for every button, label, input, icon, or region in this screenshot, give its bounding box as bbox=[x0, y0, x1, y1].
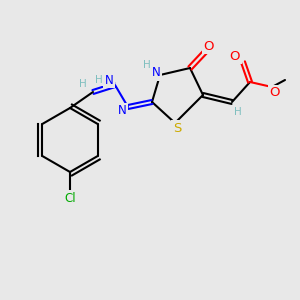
Text: N: N bbox=[118, 104, 126, 118]
Text: H: H bbox=[79, 79, 87, 89]
Text: N: N bbox=[105, 74, 113, 86]
Text: S: S bbox=[173, 122, 181, 134]
Text: H: H bbox=[143, 60, 151, 70]
Text: O: O bbox=[204, 40, 214, 52]
Text: H: H bbox=[234, 107, 242, 117]
Text: O: O bbox=[230, 50, 240, 62]
Text: O: O bbox=[270, 86, 280, 100]
Text: H: H bbox=[95, 75, 103, 85]
Text: N: N bbox=[152, 67, 160, 80]
Text: Cl: Cl bbox=[64, 191, 76, 205]
